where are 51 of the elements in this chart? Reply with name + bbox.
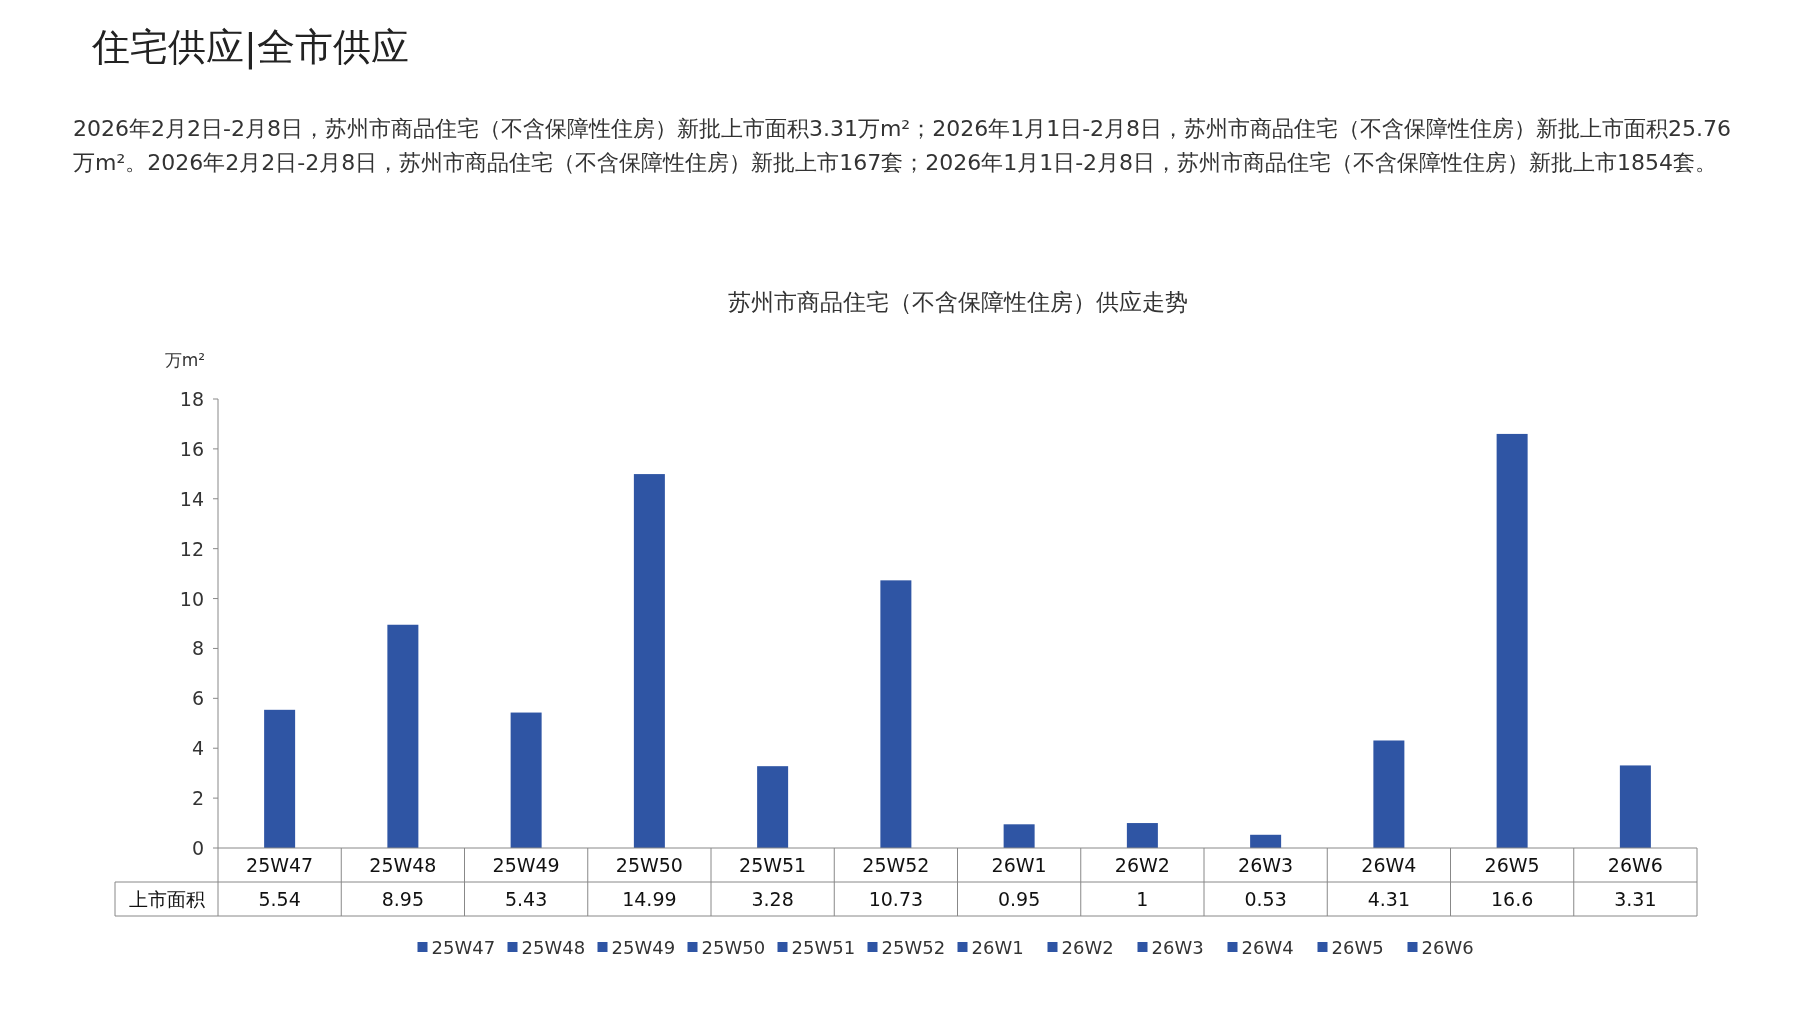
x-tick-label: 26W1 (991, 854, 1047, 876)
x-tick-label: 25W47 (246, 854, 314, 876)
category-label: 26W3 (1151, 937, 1204, 958)
data-label: 16.6 (1490, 888, 1534, 910)
category-label: 26W5 (1331, 937, 1384, 958)
category-label: 26W2 (1061, 937, 1114, 958)
text: 2026年2月2日-2月8日，苏州市商品住宅（不含保障性住房）新批上市面积3.31万m²；2026年1月1日-2月8日，苏州市商品住宅（不含保障性住房）新批上市面积25.76万m²。2026年2月2日-2月8日，苏州市商品住宅（不含保障性住房）新批上市167套；2026年1月1日-2月8日，苏州市商品住宅（不含保障性住房）新批上市1854套。 (73, 115, 1733, 177)
y-tick-label: 6 (191, 687, 204, 710)
y-axis-title: 万m² (164, 350, 206, 370)
data-label: 0.53 (1244, 888, 1287, 910)
chart-title: 苏州市商品住宅（不含保障性住房）供应走势 (727, 289, 1188, 315)
y-tick-label: 4 (191, 737, 204, 760)
x-tick-label: 25W48 (369, 854, 437, 876)
x-tick-label: 26W4 (1361, 854, 1417, 876)
category-label: 25W49 (611, 937, 676, 958)
data-label: 3.28 (751, 888, 794, 910)
x-tick-label: 26W3 (1238, 854, 1294, 876)
category-label: 25W50 (701, 937, 766, 958)
category-label: 26W1 (971, 937, 1024, 958)
data-label: 14.99 (622, 888, 677, 910)
data-label: 3.31 (1614, 888, 1657, 910)
data-label: 5.43 (504, 888, 548, 910)
x-tick-label: 25W50 (615, 854, 683, 876)
y-tick-label: 10 (179, 587, 204, 610)
data-label: 8.95 (381, 888, 425, 910)
category-label: 25W51 (791, 937, 856, 958)
data-label: 1 (1136, 888, 1149, 910)
data-label: 0.95 (997, 888, 1041, 910)
x-tick-label: 26W2 (1114, 854, 1170, 876)
data-label: 5.54 (258, 888, 301, 910)
y-tick-label: 0 (191, 837, 204, 859)
x-tick-label: 25W52 (862, 854, 930, 876)
x-tick-label: 26W6 (1607, 854, 1663, 876)
x-tick-label: 25W51 (739, 854, 807, 876)
text: 上市面积 (128, 888, 205, 910)
data-label: 10.73 (868, 888, 924, 910)
category-label: 26W6 (1421, 937, 1474, 958)
x-tick-label: 25W49 (492, 854, 560, 876)
y-tick-label: 14 (179, 487, 204, 510)
x-tick-label: 26W5 (1484, 854, 1540, 876)
y-tick-label: 8 (191, 637, 204, 660)
category-label: 25W48 (521, 937, 586, 958)
y-tick-label: 2 (191, 787, 204, 810)
text: 住宅供应|全市供应 (92, 24, 409, 72)
y-tick-label: 16 (179, 437, 204, 460)
y-tick-label: 18 (179, 388, 204, 410)
y-tick-label: 12 (179, 537, 204, 560)
category-label: 26W4 (1241, 937, 1294, 958)
category-label: 25W47 (431, 937, 496, 958)
data-label: 4.31 (1367, 888, 1411, 910)
category-label: 25W52 (881, 937, 946, 958)
